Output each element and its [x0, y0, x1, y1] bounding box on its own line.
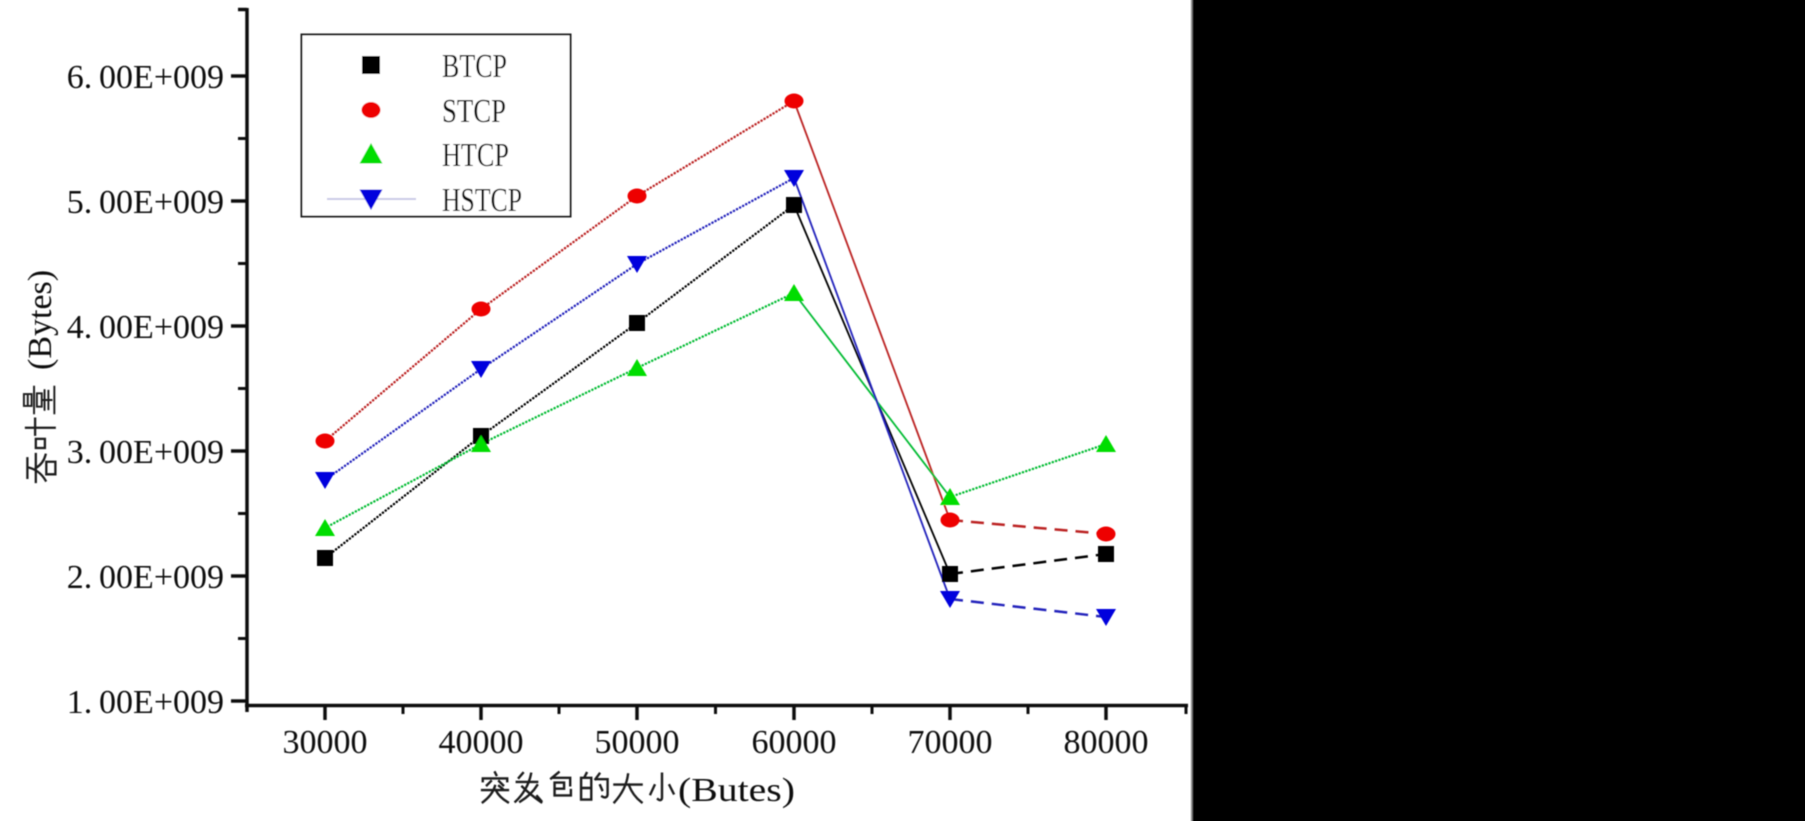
svg-text:(Bytes): (Bytes)	[22, 270, 59, 370]
svg-text:70000: 70000	[908, 724, 993, 761]
svg-text:HSTCP: HSTCP	[442, 182, 522, 219]
svg-text:1. 00E+009: 1. 00E+009	[67, 684, 224, 721]
svg-text:50000: 50000	[595, 724, 680, 761]
svg-text:60000: 60000	[752, 724, 837, 761]
svg-text:2. 00E+009: 2. 00E+009	[67, 559, 224, 596]
svg-text:3. 00E+009: 3. 00E+009	[67, 434, 224, 471]
svg-text:30000: 30000	[283, 724, 368, 761]
svg-text:HTCP: HTCP	[442, 137, 509, 174]
svg-text:STCP: STCP	[442, 93, 506, 130]
svg-text:4. 00E+009: 4. 00E+009	[67, 309, 224, 346]
svg-text:80000: 80000	[1064, 724, 1149, 761]
svg-text:5. 00E+009: 5. 00E+009	[67, 184, 224, 221]
svg-text:(Butes): (Butes)	[678, 772, 795, 809]
svg-text:BTCP: BTCP	[442, 48, 507, 85]
svg-text:6. 00E+009: 6. 00E+009	[67, 59, 224, 96]
svg-text:40000: 40000	[439, 724, 524, 761]
